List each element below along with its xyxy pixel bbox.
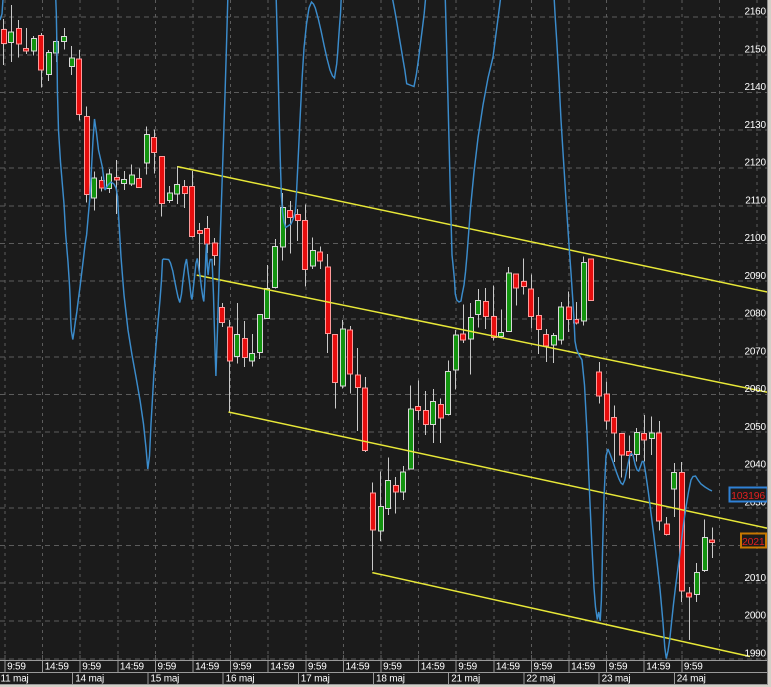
svg-text:18 maj: 18 maj (376, 674, 405, 685)
svg-text:17 maj: 17 maj (301, 674, 330, 685)
svg-text:2120: 2120 (745, 158, 767, 169)
svg-text:2140: 2140 (745, 82, 767, 93)
svg-text:14:59: 14:59 (45, 662, 70, 673)
svg-text:9:59: 9:59 (534, 662, 553, 673)
svg-text:14:59: 14:59 (270, 662, 295, 673)
svg-text:22 maj: 22 maj (526, 674, 555, 685)
svg-text:14:59: 14:59 (346, 662, 371, 673)
svg-text:24 maj: 24 maj (677, 674, 706, 685)
svg-text:9:59: 9:59 (684, 662, 703, 673)
svg-text:14 maj: 14 maj (75, 674, 104, 685)
svg-text:14:59: 14:59 (421, 662, 446, 673)
svg-text:9:59: 9:59 (308, 662, 327, 673)
svg-text:14:59: 14:59 (120, 662, 145, 673)
svg-text:9:59: 9:59 (233, 662, 252, 673)
svg-text:11 maj: 11 maj (1, 674, 29, 685)
svg-text:2000: 2000 (745, 611, 767, 622)
svg-text:2070: 2070 (745, 346, 767, 357)
svg-text:15 maj: 15 maj (150, 674, 179, 685)
svg-text:14:59: 14:59 (571, 662, 596, 673)
svg-text:14:59: 14:59 (496, 662, 521, 673)
svg-text:2021: 2021 (742, 536, 765, 548)
svg-text:9:59: 9:59 (158, 662, 177, 673)
svg-text:2030: 2030 (745, 497, 767, 508)
svg-text:21 maj: 21 maj (451, 674, 480, 685)
svg-text:14:59: 14:59 (195, 662, 220, 673)
svg-text:2080: 2080 (745, 309, 767, 320)
svg-text:2040: 2040 (745, 460, 767, 471)
svg-text:16 maj: 16 maj (226, 674, 255, 685)
svg-text:9:59: 9:59 (458, 662, 477, 673)
svg-text:9:59: 9:59 (7, 662, 26, 673)
svg-text:2150: 2150 (745, 45, 767, 56)
svg-text:1990: 1990 (745, 649, 767, 660)
svg-text:9:59: 9:59 (609, 662, 628, 673)
svg-text:2130: 2130 (745, 120, 767, 131)
svg-text:103196: 103196 (731, 490, 765, 502)
svg-text:23 maj: 23 maj (602, 674, 631, 685)
svg-text:2010: 2010 (745, 573, 767, 584)
svg-text:2060: 2060 (745, 384, 767, 395)
svg-text:2100: 2100 (745, 233, 767, 244)
svg-text:2050: 2050 (745, 422, 767, 433)
svg-text:9:59: 9:59 (383, 662, 402, 673)
svg-text:9:59: 9:59 (82, 662, 101, 673)
svg-text:2090: 2090 (745, 271, 767, 282)
svg-text:2110: 2110 (745, 195, 766, 206)
svg-text:14:59: 14:59 (646, 662, 671, 673)
svg-text:2160: 2160 (745, 7, 767, 18)
